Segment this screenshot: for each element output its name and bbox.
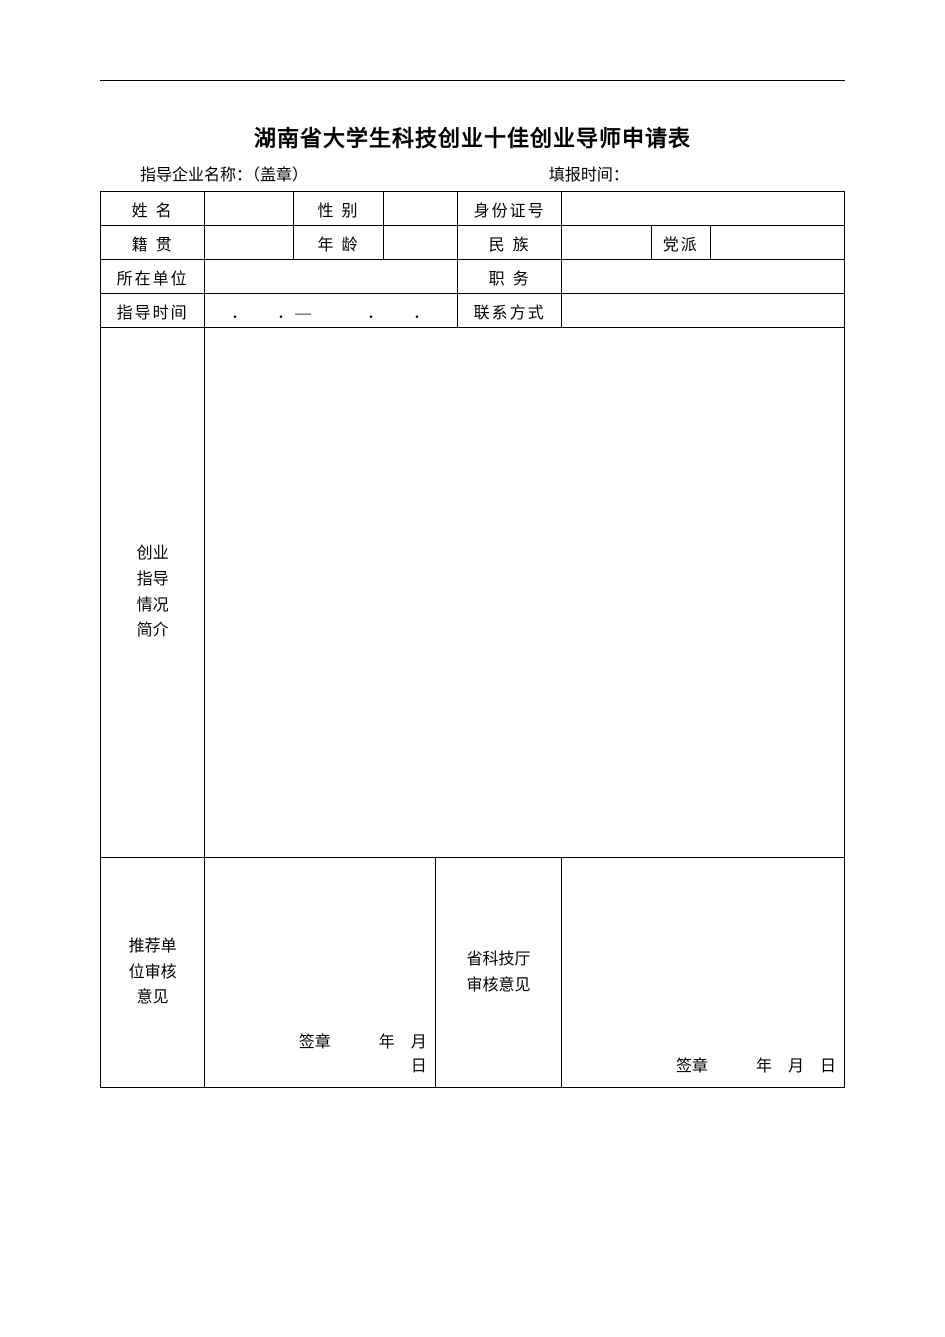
origin-label: 籍 贯: [101, 226, 205, 260]
dept-signature: 签章 年 月 日: [570, 1055, 836, 1079]
contact-value: [562, 294, 845, 328]
intro-label-l3: 情况: [103, 593, 202, 619]
table-row: 籍 贯 年 龄 民 族 党派: [101, 226, 845, 260]
name-value: [205, 192, 294, 226]
rec-sig-l2: 日: [213, 1055, 427, 1079]
intro-value: [205, 328, 845, 858]
company-label: 指导企业名称：（盖章）: [140, 161, 549, 185]
age-label: 年 龄: [294, 226, 383, 260]
dept-review-label: 省科技厅 审核意见: [435, 858, 561, 1088]
gender-label: 性 别: [294, 192, 383, 226]
id-label: 身份证号: [458, 192, 562, 226]
rec-signature: 签章 年 月 日: [213, 1031, 427, 1079]
position-value: [562, 260, 845, 294]
table-row: 指导时间 ． ．— ． ． 联系方式: [101, 294, 845, 328]
intro-label-l2: 指导: [103, 567, 202, 593]
application-table: 姓 名 性 别 身份证号 籍 贯 年 龄 民 族 党派 所在单位 职 务: [100, 191, 845, 1088]
table-row: 推荐单 位审核 意见 签章 年 月 日 省科技厅 审核意见 签章 年 月 日: [101, 858, 845, 1088]
dept-sig: 签章 年 月 日: [570, 1055, 836, 1079]
rec-sig-l1: 签章 年 月: [213, 1031, 427, 1055]
dept-review-value: 签章 年 月 日: [562, 858, 845, 1088]
rec-review-label: 推荐单 位审核 意见: [101, 858, 205, 1088]
report-time-label: 填报时间：: [549, 161, 845, 185]
origin-value: [205, 226, 294, 260]
unit-value: [205, 260, 458, 294]
dept-l2: 审核意见: [438, 973, 559, 999]
subheader: 指导企业名称：（盖章） 填报时间：: [100, 161, 845, 185]
form-title: 湖南省大学生科技创业十佳创业导师申请表: [100, 121, 845, 153]
party-label: 党派: [651, 226, 711, 260]
dept-l1: 省科技厅: [438, 947, 559, 973]
rec-l2: 位审核: [103, 960, 202, 986]
table-row: 姓 名 性 别 身份证号: [101, 192, 845, 226]
rec-l3: 意见: [103, 985, 202, 1011]
age-value: [383, 226, 457, 260]
guide-time-label: 指导时间: [101, 294, 205, 328]
gender-value: [383, 192, 457, 226]
id-value: [562, 192, 845, 226]
intro-label-l4: 简介: [103, 618, 202, 644]
top-rule: [100, 80, 845, 81]
ethnicity-label: 民 族: [458, 226, 562, 260]
intro-label: 创业 指导 情况 简介: [101, 328, 205, 858]
guide-time-value: ． ．— ． ．: [205, 294, 458, 328]
table-row: 创业 指导 情况 简介: [101, 328, 845, 858]
intro-label-l1: 创业: [103, 541, 202, 567]
party-value: [711, 226, 845, 260]
table-row: 所在单位 职 务: [101, 260, 845, 294]
rec-review-value: 签章 年 月 日: [205, 858, 436, 1088]
name-label: 姓 名: [101, 192, 205, 226]
contact-label: 联系方式: [458, 294, 562, 328]
position-label: 职 务: [458, 260, 562, 294]
unit-label: 所在单位: [101, 260, 205, 294]
rec-l1: 推荐单: [103, 934, 202, 960]
ethnicity-value: [562, 226, 651, 260]
